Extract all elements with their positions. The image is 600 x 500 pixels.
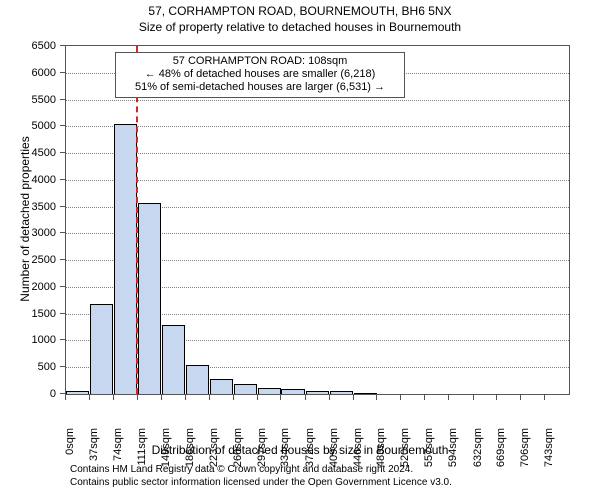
histogram-bar	[354, 393, 377, 394]
y-tick-label: 1000	[0, 334, 60, 346]
y-tick-labels: 0500100015002000250030003500400045005000…	[0, 45, 60, 395]
x-tick-mark	[520, 395, 521, 400]
histogram-bar	[258, 388, 281, 394]
x-tick-mark	[424, 395, 425, 400]
x-axis-label: Distribution of detached houses by size …	[0, 443, 600, 457]
y-tick-mark	[60, 45, 65, 46]
x-tick-mark	[233, 395, 234, 400]
chart-title-line1: 57, CORHAMPTON ROAD, BOURNEMOUTH, BH6 5N…	[0, 4, 600, 18]
histogram-bar	[90, 304, 113, 394]
attribution-line2: Contains public sector information licen…	[70, 477, 452, 489]
x-tick-mark	[448, 395, 449, 400]
y-tick-label: 0	[0, 388, 60, 400]
histogram-bar	[186, 365, 209, 394]
y-tick-mark	[60, 393, 65, 394]
y-tick-mark	[60, 259, 65, 260]
histogram-bar	[234, 384, 257, 394]
y-tick-mark	[60, 99, 65, 100]
x-tick-mark	[113, 395, 114, 400]
y-tick-mark	[60, 125, 65, 126]
histogram-bar	[330, 391, 353, 394]
marker-line	[136, 46, 138, 394]
gridline	[66, 126, 569, 127]
y-tick-label: 5000	[0, 120, 60, 132]
x-tick-mark	[329, 395, 330, 400]
attribution-line1: Contains HM Land Registry data © Crown c…	[70, 464, 413, 476]
y-tick-mark	[60, 232, 65, 233]
x-tick-mark	[89, 395, 90, 400]
x-tick-mark	[280, 395, 281, 400]
x-tick-mark	[353, 395, 354, 400]
gridline	[66, 153, 569, 154]
chart-title-line2: Size of property relative to detached ho…	[0, 20, 600, 34]
histogram-bar	[281, 389, 304, 394]
histogram-bar	[306, 391, 329, 394]
y-tick-label: 4500	[0, 147, 60, 159]
y-tick-label: 1500	[0, 308, 60, 320]
y-tick-label: 6000	[0, 67, 60, 79]
y-tick-mark	[60, 286, 65, 287]
y-tick-label: 5500	[0, 94, 60, 106]
histogram-bar	[138, 203, 161, 394]
x-tick-mark	[400, 395, 401, 400]
gridline	[66, 100, 569, 101]
x-tick-mark	[376, 395, 377, 400]
x-tick-mark	[137, 395, 138, 400]
annotation-line: 51% of semi-detached houses are larger (…	[122, 81, 398, 94]
x-tick-mark	[209, 395, 210, 400]
annotation-line: ← 48% of detached houses are smaller (6,…	[122, 68, 398, 81]
y-tick-mark	[60, 179, 65, 180]
annotation-box: 57 CORHAMPTON ROAD: 108sqm← 48% of detac…	[115, 52, 405, 98]
x-tick-mark	[185, 395, 186, 400]
x-tick-mark	[257, 395, 258, 400]
y-tick-mark	[60, 206, 65, 207]
y-tick-label: 2500	[0, 254, 60, 266]
x-tick-mark	[305, 395, 306, 400]
y-tick-label: 3500	[0, 201, 60, 213]
histogram-bar	[66, 391, 89, 394]
x-tick-mark	[161, 395, 162, 400]
x-tick-mark	[65, 395, 66, 400]
y-tick-mark	[60, 152, 65, 153]
histogram-bar	[162, 325, 185, 394]
histogram-bar	[210, 379, 233, 394]
x-tick-mark	[473, 395, 474, 400]
y-tick-mark	[60, 366, 65, 367]
y-tick-label: 3000	[0, 227, 60, 239]
y-tick-label: 4000	[0, 174, 60, 186]
y-tick-label: 500	[0, 361, 60, 373]
y-tick-mark	[60, 313, 65, 314]
histogram-bar	[114, 124, 137, 394]
annotation-line: 57 CORHAMPTON ROAD: 108sqm	[122, 55, 398, 68]
x-tick-mark	[496, 395, 497, 400]
x-tick-mark	[544, 395, 545, 400]
y-tick-label: 6500	[0, 40, 60, 52]
y-tick-mark	[60, 339, 65, 340]
y-tick-mark	[60, 72, 65, 73]
y-tick-label: 2000	[0, 281, 60, 293]
gridline	[66, 180, 569, 181]
